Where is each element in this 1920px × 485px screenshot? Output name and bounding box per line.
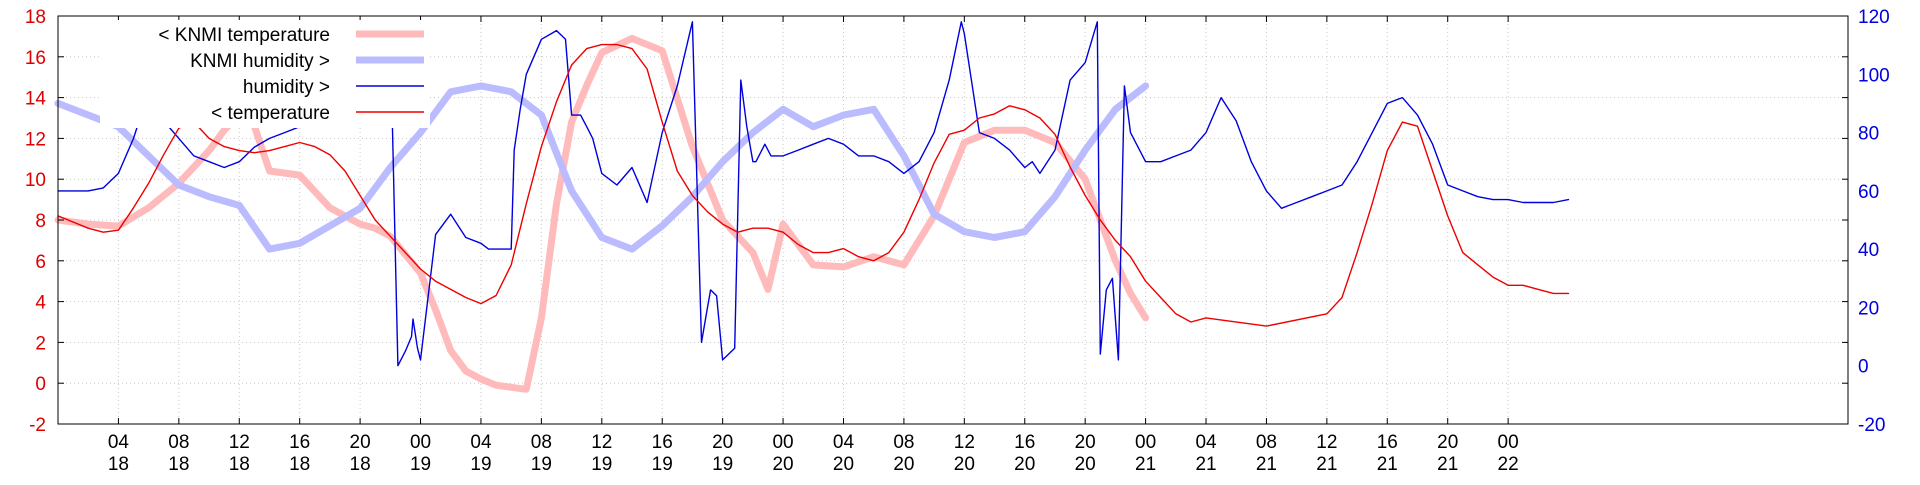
x-tick-label-hour: 08 bbox=[168, 432, 189, 453]
x-tick-label-day: 19 bbox=[652, 454, 673, 475]
x-tick-label-day: 21 bbox=[1437, 454, 1458, 475]
x-tick-label-hour: 00 bbox=[1498, 432, 1519, 453]
x-tick-label-hour: 08 bbox=[893, 432, 914, 453]
y-right-tick-label: -20 bbox=[1858, 415, 1885, 436]
y-left-tick-label: 4 bbox=[35, 293, 46, 314]
y-left-tick-label: 10 bbox=[25, 170, 46, 191]
x-tick-label-hour: 04 bbox=[470, 432, 492, 453]
x-tick-label-day: 19 bbox=[712, 454, 733, 475]
y-left-tick-label: 16 bbox=[25, 48, 46, 69]
x-tick-label-hour: 20 bbox=[1075, 432, 1096, 453]
x-tick-label-hour: 16 bbox=[1014, 432, 1035, 453]
y-right-tick-label: 80 bbox=[1858, 124, 1879, 145]
x-tick-label-day: 18 bbox=[168, 454, 189, 475]
y-right-tick-label: 40 bbox=[1858, 240, 1879, 261]
legend-label: < KNMI temperature bbox=[158, 25, 330, 46]
legend-label: humidity > bbox=[243, 77, 330, 98]
y-left-tick-label: 2 bbox=[35, 333, 46, 354]
x-tick-label-day: 18 bbox=[350, 454, 371, 475]
y-right-tick-label: 100 bbox=[1858, 65, 1890, 86]
x-tick-label-day: 21 bbox=[1195, 454, 1216, 475]
x-tick-label-day: 19 bbox=[591, 454, 612, 475]
x-tick-label-day: 21 bbox=[1316, 454, 1337, 475]
x-tick-label-hour: 08 bbox=[1256, 432, 1277, 453]
x-tick-label-hour: 12 bbox=[229, 432, 250, 453]
y-left-tick-label: 14 bbox=[25, 89, 47, 110]
y-left-tick-label: 6 bbox=[35, 252, 46, 273]
x-tick-label-hour: 00 bbox=[410, 432, 431, 453]
x-tick-label-day: 19 bbox=[531, 454, 552, 475]
x-tick-label-hour: 12 bbox=[591, 432, 612, 453]
y-left-tick-label: 8 bbox=[35, 211, 46, 232]
x-tick-label-day: 22 bbox=[1498, 454, 1519, 475]
x-tick-label-hour: 08 bbox=[531, 432, 552, 453]
x-tick-label-day: 20 bbox=[1075, 454, 1096, 475]
x-tick-label-day: 20 bbox=[893, 454, 914, 475]
x-tick-label-day: 21 bbox=[1377, 454, 1398, 475]
x-tick-label-day: 20 bbox=[833, 454, 854, 475]
legend-label: < temperature bbox=[211, 103, 330, 124]
legend: < KNMI temperature KNMI humidity > humidit… bbox=[100, 20, 430, 128]
x-tick-label-hour: 20 bbox=[350, 432, 371, 453]
axis-layer: -2024681012141618-2002040608010012004180… bbox=[25, 7, 1890, 475]
x-tick-label-day: 18 bbox=[229, 454, 250, 475]
y-left-tick-label: 12 bbox=[25, 129, 46, 150]
x-tick-label-hour: 16 bbox=[652, 432, 673, 453]
y-right-tick-label: 120 bbox=[1858, 7, 1890, 28]
x-tick-label-day: 19 bbox=[470, 454, 491, 475]
y-left-tick-label: 18 bbox=[25, 7, 46, 28]
x-tick-label-hour: 00 bbox=[772, 432, 793, 453]
x-tick-label-day: 18 bbox=[108, 454, 129, 475]
x-tick-label-day: 20 bbox=[954, 454, 975, 475]
legend-label: KNMI humidity > bbox=[190, 51, 330, 72]
x-tick-label-hour: 20 bbox=[1437, 432, 1458, 453]
y-right-tick-label: 60 bbox=[1858, 182, 1879, 203]
x-tick-label-day: 21 bbox=[1256, 454, 1277, 475]
x-tick-label-day: 19 bbox=[410, 454, 431, 475]
y-right-tick-label: 0 bbox=[1858, 357, 1869, 378]
x-tick-label-hour: 12 bbox=[954, 432, 975, 453]
x-tick-label-hour: 04 bbox=[833, 432, 855, 453]
x-tick-label-hour: 04 bbox=[1195, 432, 1217, 453]
x-tick-label-day: 21 bbox=[1135, 454, 1156, 475]
x-tick-label-hour: 00 bbox=[1135, 432, 1156, 453]
x-tick-label-hour: 16 bbox=[1377, 432, 1398, 453]
x-tick-label-day: 20 bbox=[1014, 454, 1035, 475]
x-tick-label-day: 20 bbox=[772, 454, 793, 475]
y-right-tick-label: 20 bbox=[1858, 298, 1879, 319]
y-left-tick-label: -2 bbox=[29, 415, 46, 436]
series-line-knmi-humidity bbox=[54, 82, 1150, 253]
y-left-tick-label: 0 bbox=[35, 374, 46, 395]
x-tick-label-day: 18 bbox=[289, 454, 310, 475]
x-tick-label-hour: 12 bbox=[1316, 432, 1337, 453]
legend-background bbox=[100, 20, 430, 128]
x-tick-label-hour: 20 bbox=[712, 432, 733, 453]
x-tick-label-hour: 16 bbox=[289, 432, 310, 453]
x-tick-label-hour: 04 bbox=[108, 432, 130, 453]
series-line-temperature bbox=[57, 43, 1570, 327]
